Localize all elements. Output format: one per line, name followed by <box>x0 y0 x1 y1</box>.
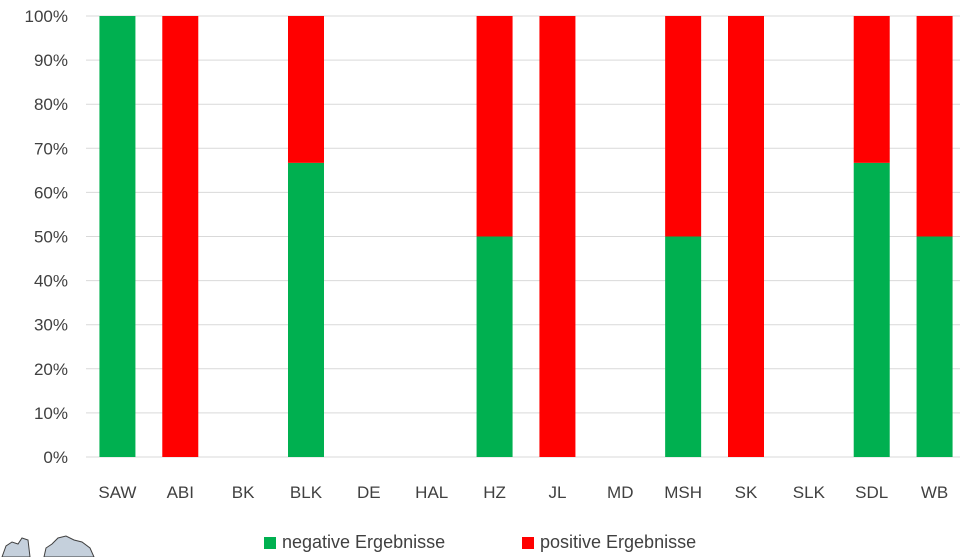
x-tick-label: SLK <box>793 483 826 502</box>
gridlines <box>86 15 960 458</box>
legend-item-positive: positive Ergebnisse <box>522 528 696 557</box>
y-axis-tick-labels: 0% 10% 20% 30% 40% 50% 60% 70% 80% 90% 100% <box>25 7 68 467</box>
legend-item-negative: negative Ergebnisse <box>264 528 445 557</box>
y-tick-label: 0% <box>43 448 68 467</box>
x-tick-label: WB <box>921 483 948 502</box>
x-tick-label: ABI <box>167 483 194 502</box>
bar-negative-saw <box>99 16 136 457</box>
y-tick-label: 60% <box>34 183 68 202</box>
x-tick-label: HAL <box>415 483 448 502</box>
y-tick-label: 50% <box>34 228 68 247</box>
bar-negative-msh <box>665 236 702 457</box>
legend-label-negative: negative Ergebnisse <box>282 532 446 552</box>
bar-positive-abi <box>162 16 199 457</box>
y-tick-label: 90% <box>34 51 68 70</box>
bar-negative-blk <box>288 162 324 457</box>
x-tick-label: DE <box>357 483 381 502</box>
bar-negative-sdl <box>853 162 890 457</box>
legend-label-positive: positive Ergebnisse <box>540 532 697 552</box>
y-tick-label: 30% <box>34 316 68 335</box>
y-tick-label: 40% <box>34 272 68 291</box>
bar-positive-wb <box>916 16 953 237</box>
x-tick-label: HZ <box>483 483 506 502</box>
y-tick-label: 100% <box>25 7 68 26</box>
y-tick-label: 20% <box>34 360 68 379</box>
x-tick-label: BLK <box>290 483 323 502</box>
legend: negative Ergebnisse positive Ergebnisse <box>0 528 966 557</box>
x-tick-label: MD <box>607 483 633 502</box>
x-axis-tick-labels: SAW ABI BK BLK DE HAL HZ JL MD MSH SK SLK SDL WB <box>98 483 948 502</box>
bar-positive-sdl <box>853 16 890 163</box>
bars <box>99 16 953 457</box>
y-tick-label: 70% <box>34 139 68 158</box>
bar-positive-sk <box>728 16 764 457</box>
x-tick-label: MSH <box>664 483 702 502</box>
bar-positive-hz <box>476 16 513 237</box>
legend-swatch-negative <box>264 536 276 549</box>
x-tick-label: JL <box>548 483 566 502</box>
bar-positive-blk <box>288 16 324 163</box>
map-fragment-icon <box>1 535 95 557</box>
bar-negative-hz <box>476 236 513 457</box>
x-tick-label: BK <box>232 483 255 502</box>
x-tick-label: SDL <box>855 483 888 502</box>
x-tick-label: SK <box>735 483 758 502</box>
bar-negative-wb <box>916 236 953 457</box>
bar-positive-jl <box>539 16 576 457</box>
y-tick-label: 80% <box>34 95 68 114</box>
stacked-percent-bar-chart: 0% 10% 20% 30% 40% 50% 60% 70% 80% 90% 100% SAW ABI… <box>25 7 960 502</box>
x-tick-label: SAW <box>98 483 136 502</box>
bar-positive-msh <box>665 16 702 237</box>
y-tick-label: 10% <box>34 404 68 423</box>
legend-swatch-positive <box>522 536 534 549</box>
